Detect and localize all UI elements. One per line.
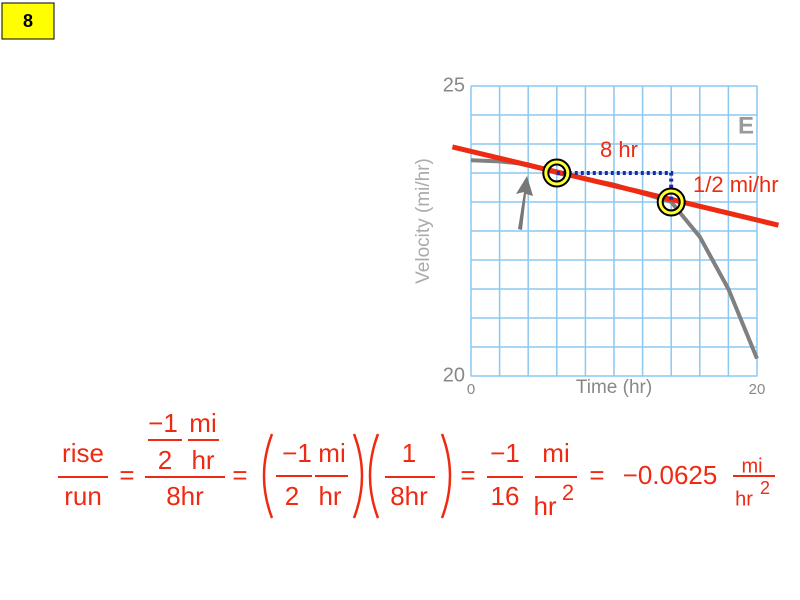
y-tick-label: 20 bbox=[443, 364, 465, 386]
annotation: 1/2 mi/hr bbox=[693, 172, 779, 197]
equation-term: 2 bbox=[760, 478, 770, 498]
equation-term: −1 bbox=[490, 438, 520, 468]
equation-term: rise bbox=[62, 438, 104, 468]
equation-term: run bbox=[64, 481, 102, 511]
arrow bbox=[516, 176, 533, 230]
equation-term: mi bbox=[318, 438, 345, 468]
equation-term: = bbox=[119, 460, 134, 490]
badge-box bbox=[1, 2, 55, 40]
equation-term: 2 bbox=[562, 480, 574, 505]
equation-term: hr bbox=[318, 481, 341, 511]
tangent-line bbox=[451, 144, 780, 228]
y-tick-label: 25 bbox=[443, 74, 465, 96]
parenthesis bbox=[440, 433, 452, 519]
equation-term: −0.0625 bbox=[623, 460, 718, 490]
x-tick-label: 0 bbox=[467, 381, 475, 398]
equation-term: 16 bbox=[491, 481, 520, 511]
parenthesis bbox=[368, 433, 380, 519]
point bbox=[544, 160, 570, 186]
equation-term: = bbox=[460, 460, 475, 490]
equation-term: = bbox=[232, 460, 247, 490]
x-tick-label: 20 bbox=[749, 381, 766, 398]
equation-term: 2 bbox=[158, 445, 172, 475]
equation-term: mi bbox=[741, 455, 762, 477]
equation-term: hr bbox=[735, 488, 753, 510]
equation-term: 8hr bbox=[390, 481, 428, 511]
equation-term: 2 bbox=[285, 481, 299, 511]
badge: 8 bbox=[23, 11, 33, 31]
equation-term: = bbox=[589, 460, 604, 490]
point bbox=[658, 189, 684, 215]
x-axis-label: Time (hr) bbox=[576, 377, 652, 398]
equation-term: 1 bbox=[402, 438, 416, 468]
equation-term: mi bbox=[189, 408, 216, 438]
y-axis-label: Velocity (mi/hr) bbox=[413, 158, 434, 284]
equation-term: mi bbox=[542, 438, 569, 468]
equation-term: hr bbox=[533, 491, 556, 521]
equation-term: −1 bbox=[282, 438, 312, 468]
equation-term: 8hr bbox=[166, 481, 204, 511]
panel-label: E bbox=[738, 112, 754, 139]
parenthesis bbox=[262, 433, 274, 519]
equation-term: hr bbox=[191, 445, 214, 475]
parenthesis bbox=[352, 433, 364, 519]
equation-term: −1 bbox=[148, 408, 178, 438]
annotation: 8 hr bbox=[600, 137, 638, 162]
